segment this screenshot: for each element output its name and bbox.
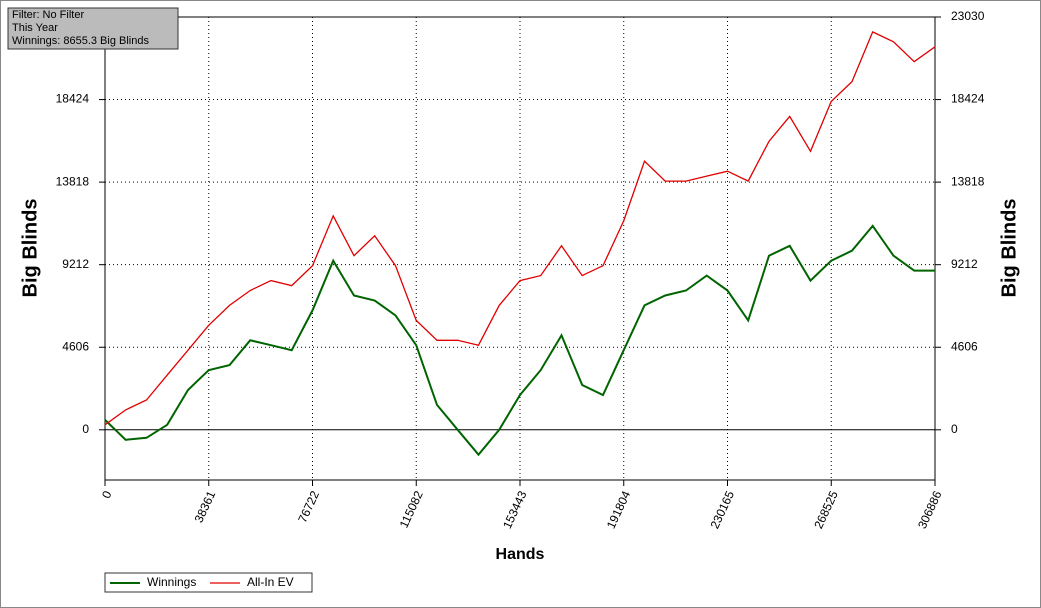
info-text: Winnings: 8655.3 Big Blinds	[12, 35, 149, 47]
series-line	[104, 31, 936, 426]
info-box	[7, 7, 179, 50]
legend	[104, 572, 313, 593]
info-text: This Year	[12, 22, 58, 34]
legend-label: Winnings	[147, 575, 196, 589]
y-tick-label: 13818	[56, 174, 90, 188]
y-tick-label: 0	[82, 422, 89, 436]
y-tick-label: 9212	[62, 257, 89, 271]
y2-axis-label: Big Blinds	[998, 199, 1020, 298]
y2-tick-label: 13818	[951, 174, 985, 188]
y2-tick-label: 0	[951, 422, 958, 436]
legend-label: All-In EV	[247, 575, 294, 589]
y-axis-label: Big Blinds	[19, 199, 41, 298]
y2-tick-label: 9212	[951, 257, 978, 271]
info-text: Filter: No Filter	[12, 9, 84, 21]
y-tick-label: 4606	[62, 339, 89, 353]
series-line	[104, 224, 935, 457]
y2-tick-label: 23030	[951, 9, 985, 23]
y-tick-label: 18424	[56, 92, 90, 106]
y2-tick-label: 4606	[951, 339, 978, 353]
y2-tick-label: 18424	[951, 92, 985, 106]
plot-area	[104, 16, 936, 481]
x-axis-label: Hands	[496, 546, 545, 563]
